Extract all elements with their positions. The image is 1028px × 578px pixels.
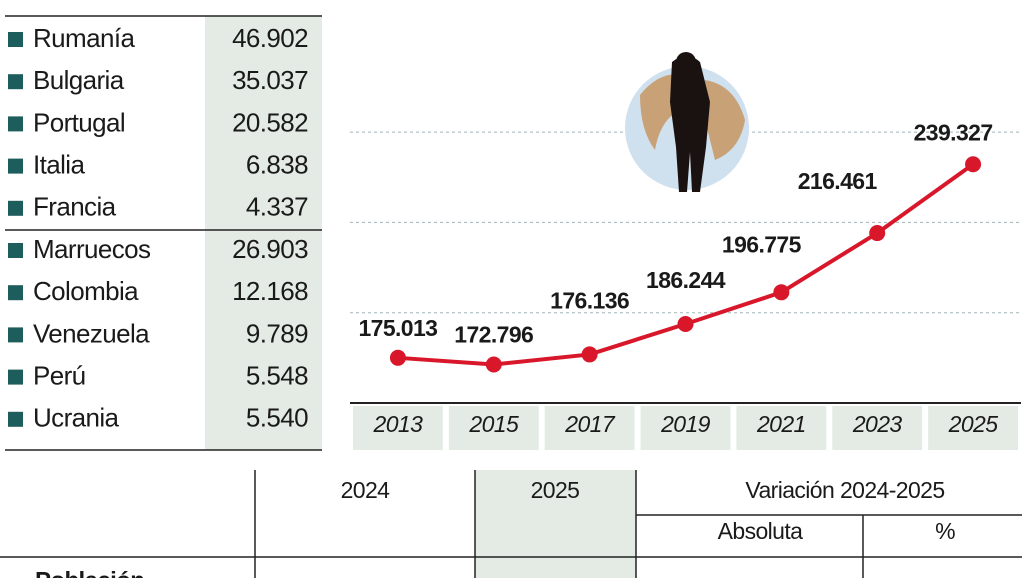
header-cell: 2024 (341, 477, 391, 503)
point (773, 284, 790, 301)
point (677, 316, 694, 333)
data-label: 186.244 (646, 267, 726, 293)
country-value: 35.037 (232, 65, 308, 95)
x-tick-label: 2023 (852, 411, 903, 437)
point (485, 356, 502, 373)
bullet (8, 116, 23, 132)
x-tick-cell (640, 406, 731, 450)
country-name: Ucrania (33, 403, 120, 433)
point (389, 349, 406, 366)
x-tick-cell (736, 406, 827, 450)
point (581, 346, 598, 363)
country-name: Bulgaria (33, 65, 125, 95)
x-tick-label: 2013 (373, 411, 424, 437)
header-cell: Variación 2024-2025 (745, 477, 944, 503)
value-column-bg (205, 16, 322, 450)
x-tick-cell (928, 406, 1018, 450)
row-label: Población (35, 567, 144, 578)
data-label: 176.136 (550, 288, 629, 314)
bullet (8, 327, 23, 343)
country-value: 4.337 (246, 192, 308, 222)
country-value: 9.789 (246, 318, 308, 348)
data-label: 239.327 (914, 119, 993, 145)
data-label: 172.796 (454, 322, 533, 348)
bullet (8, 74, 23, 90)
x-tick-label: 2025 (948, 411, 999, 437)
bullet (8, 158, 23, 174)
x-tick-label: 2017 (564, 411, 616, 437)
country-name: Venezuela (33, 318, 150, 348)
country-value: 5.540 (246, 403, 308, 433)
country-name: Colombia (33, 276, 139, 306)
globe-icon (625, 52, 749, 192)
country-name: Rumanía (33, 23, 135, 53)
x-tick-cell (353, 406, 443, 450)
x-tick-label: 2019 (660, 411, 711, 437)
x-tick-cell (832, 406, 923, 450)
country-name: Italia (33, 149, 85, 179)
country-value: 6.838 (246, 149, 308, 179)
data-label: 175.013 (358, 315, 437, 341)
bullet (8, 369, 23, 385)
point (869, 225, 886, 242)
header-cell: 2025 (531, 477, 580, 503)
country-name: Portugal (33, 107, 125, 137)
point (965, 156, 982, 173)
bottom-table: 2024 2025 Variación 2024-2025 Absoluta %… (0, 470, 1022, 578)
x-tick-label: 2015 (468, 411, 519, 437)
x-tick-cell (544, 406, 635, 450)
header-cell: % (935, 518, 955, 544)
bullet (8, 200, 23, 216)
bullet (8, 243, 23, 258)
bullet (8, 411, 23, 427)
bullet (8, 285, 23, 301)
line-chart: 2013 2015 2017 2019 2021 2023 2025 175.013 172.7… (350, 119, 1021, 450)
bullet (8, 32, 23, 47)
x-tick-cell (448, 406, 539, 450)
country-value: 5.548 (246, 360, 308, 390)
data-label: 216.461 (798, 168, 878, 194)
country-name: Perú (33, 360, 86, 390)
header-cell: Absoluta (718, 518, 804, 544)
country-name: Francia (33, 192, 117, 222)
x-tick-label: 2021 (756, 411, 806, 437)
country-value: 46.902 (232, 23, 308, 53)
country-value: 20.582 (232, 107, 308, 137)
data-label: 196.775 (722, 231, 802, 257)
country-name: Marruecos (33, 234, 151, 264)
country-value: 12.168 (232, 276, 308, 306)
country-value: 26.903 (232, 234, 308, 264)
